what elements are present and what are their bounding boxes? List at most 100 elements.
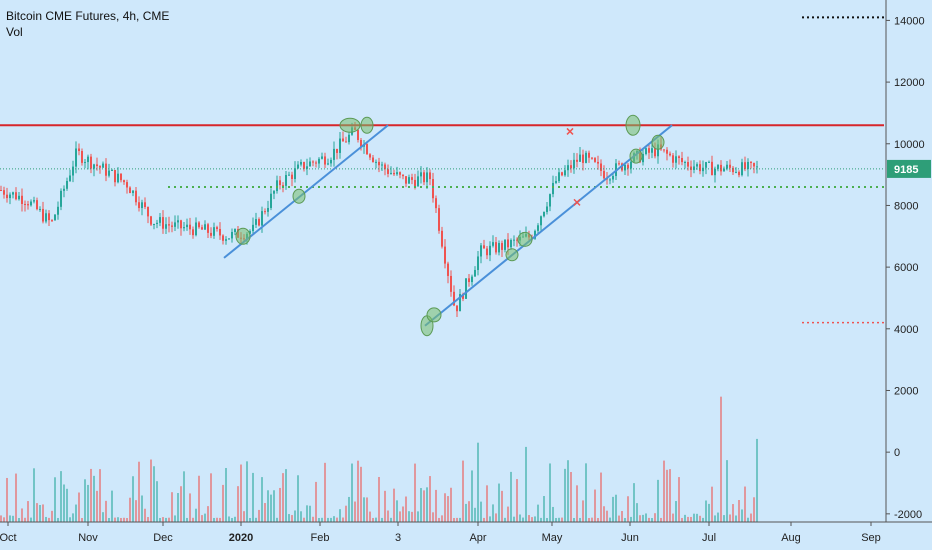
highlight-marker bbox=[292, 188, 306, 204]
volume-bar bbox=[117, 517, 119, 522]
volume-bars bbox=[0, 396, 758, 522]
candle-body bbox=[360, 139, 362, 147]
volume-bar bbox=[423, 490, 425, 522]
x-tick-label: Aug bbox=[781, 532, 801, 544]
volume-bar bbox=[711, 486, 713, 522]
volume-bar bbox=[399, 511, 401, 522]
volume-bar bbox=[618, 515, 620, 522]
candle-body bbox=[24, 203, 26, 205]
volume-bar bbox=[0, 515, 2, 522]
volume-bar bbox=[717, 512, 719, 522]
volume-bar bbox=[510, 471, 512, 522]
volume-bar bbox=[129, 497, 131, 522]
volume-bar bbox=[585, 463, 587, 522]
candle-body bbox=[63, 188, 65, 191]
candle-body bbox=[309, 161, 311, 167]
x-tick-label: May bbox=[542, 532, 563, 544]
volume-bar bbox=[519, 514, 521, 522]
volume-bar bbox=[267, 490, 269, 522]
candle-body bbox=[231, 231, 233, 239]
candle-body bbox=[297, 164, 299, 169]
candle-body bbox=[105, 163, 107, 176]
candle-body bbox=[435, 198, 437, 209]
candle-body bbox=[423, 172, 425, 183]
volume-bar bbox=[384, 490, 386, 522]
candle-body bbox=[507, 239, 509, 248]
volume-bar bbox=[231, 518, 233, 522]
volume-bar bbox=[627, 496, 629, 522]
volume-bar bbox=[639, 515, 641, 522]
volume-bar bbox=[153, 466, 155, 522]
volume-bar bbox=[192, 517, 194, 522]
volume-bar bbox=[744, 486, 746, 522]
volume-bar bbox=[462, 460, 464, 522]
candle-body bbox=[756, 166, 758, 168]
volume-bar bbox=[279, 487, 281, 522]
volume-bar bbox=[330, 517, 332, 522]
volume-bar bbox=[471, 470, 473, 522]
candle-body bbox=[177, 220, 179, 223]
candle-body bbox=[369, 154, 371, 158]
volume-bar bbox=[270, 494, 272, 522]
candle-body bbox=[642, 153, 644, 163]
volume-bar bbox=[594, 489, 596, 522]
candle-body bbox=[456, 305, 458, 312]
candle-body bbox=[33, 200, 35, 202]
volume-bar bbox=[261, 477, 263, 522]
candle-body bbox=[492, 242, 494, 246]
volume-bar bbox=[114, 517, 116, 522]
y-tick-label: 2000 bbox=[894, 385, 918, 397]
candle-body bbox=[495, 242, 497, 253]
candle-body bbox=[585, 152, 587, 163]
volume-bar bbox=[735, 515, 737, 522]
volume-bar bbox=[702, 517, 704, 522]
volume-bar bbox=[558, 517, 560, 522]
volume-bar bbox=[75, 504, 77, 522]
candle-body bbox=[576, 159, 578, 162]
candle-body bbox=[381, 164, 383, 166]
candle-body bbox=[747, 161, 749, 170]
candle-body bbox=[438, 208, 440, 231]
candle-body bbox=[345, 141, 347, 143]
candle-body bbox=[453, 291, 455, 306]
volume-bar bbox=[636, 503, 638, 522]
x-tick-label: Oct bbox=[0, 532, 17, 544]
candle-body bbox=[213, 227, 215, 236]
candle-body bbox=[183, 227, 185, 229]
last-price-badge bbox=[887, 159, 931, 178]
volume-bar bbox=[513, 516, 515, 522]
volume-bar bbox=[324, 462, 326, 522]
candle-body bbox=[402, 174, 404, 177]
volume-bar bbox=[366, 497, 368, 522]
y-tick-label: 10000 bbox=[894, 139, 925, 151]
volume-bar bbox=[219, 517, 221, 522]
candle-body bbox=[45, 213, 47, 222]
volume-bar bbox=[165, 517, 167, 522]
candle-body bbox=[510, 239, 512, 248]
candle-body bbox=[168, 224, 170, 226]
volume-bar bbox=[42, 504, 44, 522]
candle-body bbox=[336, 148, 338, 153]
volume-bar bbox=[258, 509, 260, 522]
volume-bar bbox=[135, 500, 137, 522]
candle-body bbox=[627, 164, 629, 169]
candle-body bbox=[27, 204, 29, 206]
volume-bar bbox=[444, 493, 446, 522]
candle-body bbox=[417, 176, 419, 187]
volume-bar bbox=[198, 475, 200, 522]
candle-body bbox=[678, 156, 680, 159]
volume-bar bbox=[237, 486, 239, 522]
volume-bar bbox=[312, 516, 314, 522]
candle-body bbox=[654, 148, 656, 157]
candle-body bbox=[738, 171, 740, 176]
candle-body bbox=[51, 220, 53, 222]
volume-bar bbox=[138, 461, 140, 522]
volume-bar bbox=[432, 512, 434, 522]
volume-bar bbox=[303, 517, 305, 522]
candle-body bbox=[153, 223, 155, 225]
candle-body bbox=[582, 154, 584, 163]
volume-bar bbox=[747, 517, 749, 522]
candle-body bbox=[702, 167, 704, 172]
